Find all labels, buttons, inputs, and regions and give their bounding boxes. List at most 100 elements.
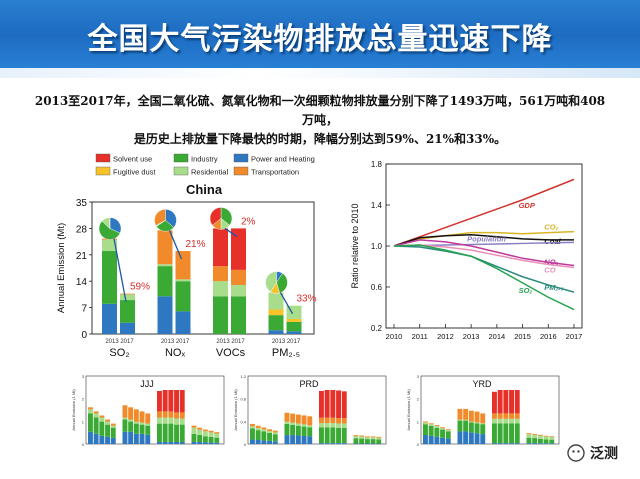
legend-swatch <box>95 153 111 163</box>
bar-segment <box>128 419 134 422</box>
bar-segment <box>110 423 116 426</box>
bar-segment <box>543 435 549 437</box>
x-tick-label: 2016 <box>540 332 557 341</box>
bar-segment <box>174 390 179 413</box>
bar-segment <box>497 443 503 444</box>
bar-segment <box>286 321 302 332</box>
bar-segment <box>272 441 278 444</box>
legend-swatch <box>173 153 189 163</box>
bar-segment <box>457 419 463 421</box>
bar-segment <box>208 436 214 443</box>
legend-swatch <box>233 166 249 176</box>
bar-segment <box>423 435 428 444</box>
bar-segment <box>423 421 428 423</box>
bar-segment <box>359 436 365 439</box>
bar-segment <box>231 228 246 270</box>
bar-segment <box>284 412 290 422</box>
change-percent: 59% <box>130 282 150 293</box>
series-label: Population <box>467 234 506 243</box>
bar-segment <box>324 443 330 444</box>
bar-segment <box>480 413 486 424</box>
bar-segment <box>445 438 451 444</box>
bar-segment <box>474 433 480 444</box>
bar-segment <box>255 427 261 431</box>
bar-segment <box>428 423 434 425</box>
bar-segment <box>162 423 168 442</box>
bar-segment <box>99 421 105 436</box>
bar-segment <box>105 436 110 444</box>
legend-label: Residential <box>191 168 228 177</box>
x-tick-label: 2011 <box>412 332 428 341</box>
bar-segment <box>99 435 105 444</box>
bar-segment <box>445 431 451 439</box>
bar-segment <box>480 423 486 425</box>
x-tick-label: 2017 <box>566 332 583 341</box>
bar-segment <box>364 439 370 444</box>
series-label: GDP <box>519 201 536 210</box>
bar-segment <box>376 437 382 440</box>
bar-segment <box>214 432 220 434</box>
pie-slice <box>220 207 233 226</box>
bar-segment <box>319 417 324 424</box>
bar-segment <box>157 417 162 424</box>
series-label: NOₓ <box>544 257 558 266</box>
plot-frame <box>247 375 387 445</box>
bar-segment <box>537 434 543 436</box>
series-label: CO <box>544 265 555 274</box>
bar-segment <box>120 322 135 334</box>
bar-segment <box>202 431 208 437</box>
bar-segment <box>139 433 145 444</box>
bar-segment <box>197 427 203 430</box>
bar-segment <box>290 435 296 444</box>
bar-segment <box>255 439 261 444</box>
bar-segment <box>295 425 301 436</box>
bar-segment <box>214 433 220 438</box>
y-tick-label: 1.8 <box>371 160 383 169</box>
bar-segment <box>231 296 246 334</box>
bar-segment <box>440 427 445 429</box>
bar-segment <box>268 330 284 334</box>
bar-segment <box>440 437 445 444</box>
y-tick-label: 1.0 <box>371 242 383 251</box>
bar-segment <box>497 390 503 414</box>
bar-segment <box>157 423 162 442</box>
bar-segment <box>434 425 440 426</box>
bar-segment <box>532 434 538 439</box>
bar-segment <box>463 408 469 420</box>
legend-label: Industry <box>191 155 218 164</box>
bar-segment <box>497 418 503 424</box>
bar-segment <box>157 441 162 444</box>
year-label: 2013 2017 <box>272 339 301 345</box>
change-arrow <box>168 230 183 260</box>
series-line <box>393 230 575 247</box>
summary-line-2: 是历史上排放量下降最快的时期，降幅分别达到59%、21%和33%。 <box>133 132 507 146</box>
bar-segment <box>330 417 336 424</box>
bar-segment <box>341 443 347 444</box>
bar-segment <box>145 425 151 435</box>
bar-segment <box>284 435 290 444</box>
logo-text: 泛测 <box>590 445 618 461</box>
bar-segment <box>480 424 486 435</box>
bar-segment <box>428 435 434 444</box>
legend-swatch <box>95 166 111 176</box>
bar-segment <box>133 409 139 422</box>
bar-segment <box>503 413 509 419</box>
bar-segment <box>497 413 503 419</box>
bar-segment <box>122 417 128 420</box>
bar-segment <box>93 417 99 434</box>
bar-segment <box>99 415 105 418</box>
bar-segment <box>162 417 168 424</box>
bar-segment <box>492 443 497 444</box>
bar-segment <box>208 442 214 444</box>
bar-segment <box>213 228 228 267</box>
bar-segment <box>341 418 347 424</box>
bar-segment <box>157 296 173 334</box>
year-label: 2013 2017 <box>161 339 190 345</box>
chart-title: China <box>186 182 223 197</box>
bar-segment <box>179 441 185 444</box>
bar-segment <box>295 435 301 444</box>
bar-segment <box>267 440 272 444</box>
banner-strip <box>0 68 640 78</box>
bar-segment <box>330 423 336 428</box>
series-label: Coal <box>544 237 561 246</box>
